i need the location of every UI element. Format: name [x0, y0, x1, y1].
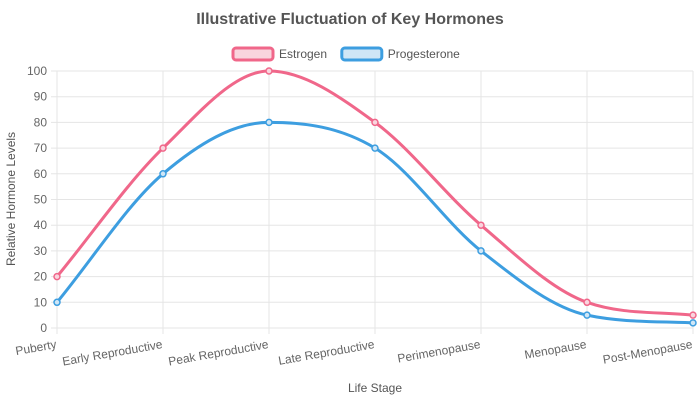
y-tick-label: 20 — [34, 270, 48, 284]
series-progesterone — [53, 118, 697, 327]
series-layer — [53, 67, 697, 327]
estrogen-data-point[interactable] — [265, 67, 273, 75]
y-tick-label: 70 — [34, 141, 48, 155]
legend-label: Progesterone — [388, 47, 460, 61]
x-tick-label: Late Reproductive — [277, 337, 376, 368]
y-tick-label: 100 — [27, 64, 47, 78]
y-tick-label: 50 — [34, 193, 48, 207]
x-tick-label: Early Reproductive — [61, 337, 164, 368]
legend-swatch — [231, 46, 275, 62]
progesterone-data-point[interactable] — [371, 144, 379, 152]
x-tick-label: Post-Menopause — [602, 337, 694, 367]
legend-swatch — [340, 46, 384, 62]
x-axis-title: Life Stage — [348, 381, 402, 395]
progesterone-data-point[interactable] — [53, 298, 61, 307]
legend-label: Estrogen — [279, 47, 327, 61]
y-tick-label: 90 — [34, 90, 48, 104]
x-tick-label: Perimenopause — [396, 337, 482, 365]
estrogen-data-point[interactable] — [159, 144, 167, 152]
progesterone-data-point[interactable] — [689, 319, 697, 327]
y-tick-label: 30 — [34, 244, 48, 258]
progesterone-data-point[interactable] — [583, 311, 591, 319]
y-axis-title: Relative Hormone Levels — [4, 132, 18, 266]
x-axis: Puberty Early Reproductive Peak Reproducti… — [14, 337, 693, 368]
grid — [51, 70, 694, 334]
y-axis: 0 10 20 30 40 50 60 70 80 90 100 — [27, 64, 47, 335]
series-estrogen — [53, 67, 697, 319]
estrogen-data-point[interactable] — [583, 298, 591, 307]
progesterone-data-point[interactable] — [265, 118, 273, 127]
legend-item-progesterone[interactable]: Progesterone — [340, 46, 460, 62]
y-tick-label: 10 — [34, 295, 48, 309]
estrogen-data-point[interactable] — [371, 118, 379, 127]
y-tick-label: 0 — [40, 321, 47, 335]
x-tick-label: Menopause — [523, 337, 588, 362]
progesterone-data-point[interactable] — [477, 247, 485, 255]
estrogen-data-point[interactable] — [53, 272, 61, 281]
y-tick-label: 60 — [34, 167, 48, 181]
estrogen-data-point[interactable] — [689, 311, 697, 319]
progesterone-data-point[interactable] — [159, 170, 167, 178]
x-tick-label: Peak Reproductive — [167, 337, 270, 368]
x-tick-label: Puberty — [14, 337, 57, 358]
y-tick-label: 80 — [34, 115, 48, 129]
chart-title: Illustrative Fluctuation of Key Hormones — [196, 11, 504, 28]
legend-item-estrogen[interactable]: Estrogen — [231, 46, 327, 62]
y-tick-label: 40 — [34, 218, 48, 232]
estrogen-data-point[interactable] — [477, 221, 485, 229]
legend: Estrogen Progesterone — [231, 46, 460, 62]
